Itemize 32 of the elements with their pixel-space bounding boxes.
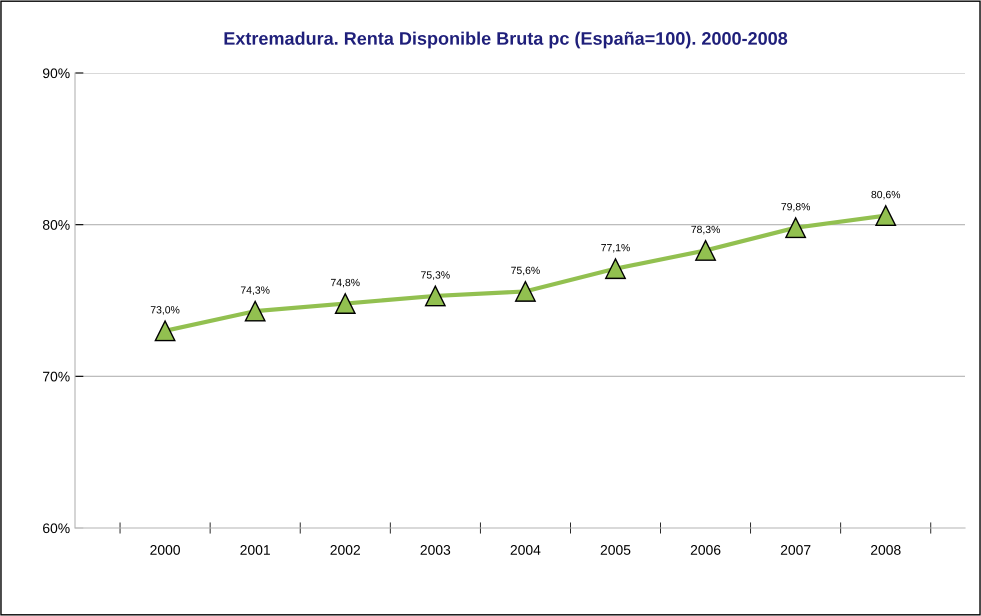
data-label: 77,1% <box>601 244 630 253</box>
data-label: 80,6% <box>871 190 900 200</box>
data-label: 73,0% <box>150 306 180 315</box>
data-label: 78,3% <box>691 226 720 234</box>
x-tick-label: 2005 <box>600 545 630 555</box>
y-tick-label: 90% <box>42 68 70 78</box>
y-tick-label: 60% <box>43 523 70 534</box>
y-tick-label: 70% <box>43 372 70 382</box>
data-label: 75,6% <box>511 266 540 276</box>
point <box>605 258 626 280</box>
point <box>785 217 806 238</box>
data-label: 79,8% <box>781 202 810 212</box>
data-label: 75,3% <box>421 271 450 280</box>
point <box>334 293 356 314</box>
y-tick-label: 80% <box>42 220 70 230</box>
x-tick-label: 2001 <box>240 545 270 555</box>
x-tick-label: 2003 <box>420 545 450 555</box>
x-tick-label: 2002 <box>330 545 360 555</box>
point <box>695 240 716 261</box>
point <box>875 205 896 226</box>
point <box>424 286 446 306</box>
x-tick-label: 2007 <box>780 545 810 555</box>
x-tick-label: 2000 <box>150 545 180 555</box>
x-tick-label: 2006 <box>690 545 720 555</box>
data-label: 74,8% <box>331 278 360 288</box>
x-tick-label: 2008 <box>870 545 901 555</box>
x-tick-label: 2004 <box>510 545 540 555</box>
chart-title: Extremadura. Renta Disponible Bruta pc (España=100). 2000-2008 <box>224 32 788 48</box>
point <box>154 320 176 342</box>
point <box>514 280 536 302</box>
data-label: 74,3% <box>240 286 270 296</box>
point <box>244 300 266 322</box>
